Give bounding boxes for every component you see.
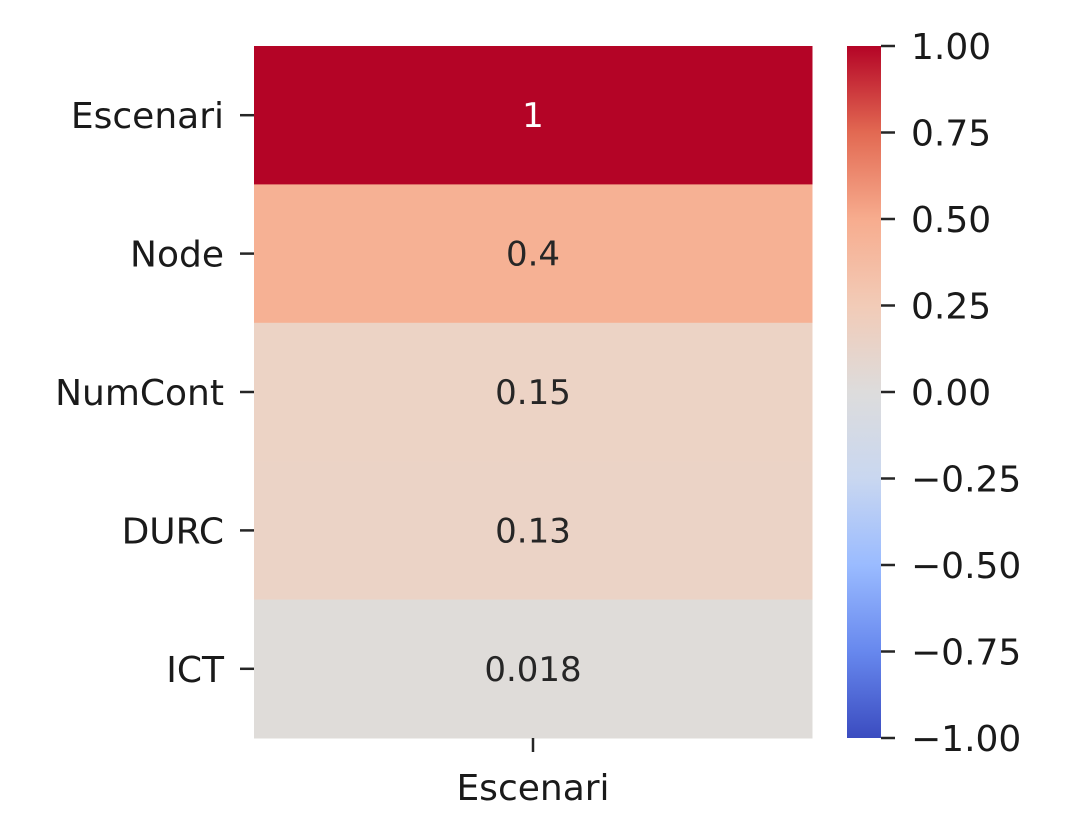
column-tick-label: Escenari: [456, 768, 609, 809]
row-tick-label: Node: [130, 235, 224, 276]
colorbar-axis: 1.00 0.75 0.50 0.25 0.00 −0.25 −0.50 −0.75 −1.00: [881, 27, 1021, 760]
cell-value-label: 0.15: [495, 373, 571, 413]
heatmap-cells: 1 0.4 0.15 0.13 0.018: [254, 46, 813, 739]
colorbar-tick-label: 0.50: [911, 200, 991, 241]
cell-value-label: 0.13: [495, 511, 571, 551]
colorbar-tick-label: −0.25: [911, 460, 1021, 501]
row-tick-label: Escenari: [71, 96, 224, 137]
column-axis: Escenari: [456, 738, 609, 809]
colorbar-tick-label: −0.50: [911, 546, 1021, 587]
cell-value-label: 1: [522, 96, 544, 136]
row-tick-label: DURC: [122, 511, 224, 552]
cell-value-label: 0.018: [484, 650, 581, 690]
colorbar-tick-label: −0.75: [911, 633, 1021, 674]
row-tick-label: NumCont: [55, 373, 224, 414]
cell-value-label: 0.4: [506, 235, 560, 275]
colorbar-tick-label: 0.00: [911, 373, 991, 414]
colorbar-tick-label: 0.25: [911, 287, 991, 328]
colorbar-tick-label: −1.00: [911, 719, 1021, 760]
colorbar-tick-label: 0.75: [911, 114, 991, 155]
row-tick-label: ICT: [166, 650, 225, 691]
colorbar: [847, 46, 881, 738]
row-axis: Escenari Node NumCont DURC ICT: [55, 96, 254, 691]
colorbar-tick-label: 1.00: [911, 27, 991, 68]
